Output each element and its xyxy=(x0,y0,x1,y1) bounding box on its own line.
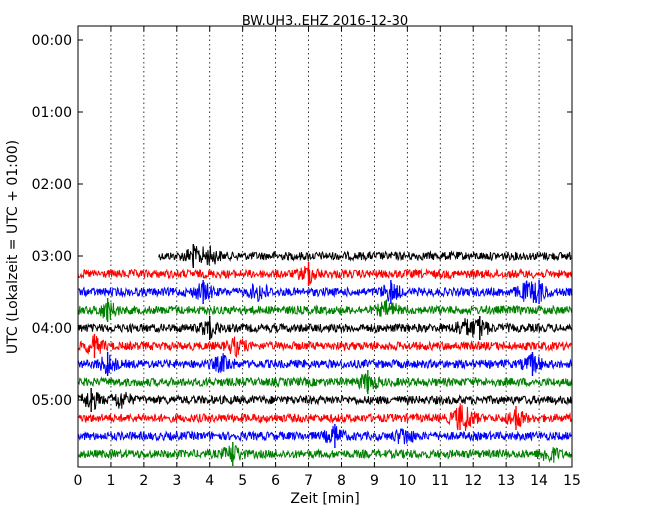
x-tick-label: 2 xyxy=(139,473,148,489)
y-tick-label: 05:00 xyxy=(32,393,72,409)
x-axis-title: Zeit [min] xyxy=(290,491,359,507)
y-tick-label: 04:00 xyxy=(32,321,72,337)
y-tick-label: 02:00 xyxy=(32,177,72,193)
x-tick-label: 12 xyxy=(464,473,482,489)
trace-4-00 xyxy=(77,317,573,340)
y-tick-label: 01:00 xyxy=(32,105,72,121)
trace-4-50 xyxy=(77,353,573,375)
trace-4-75 xyxy=(77,373,573,393)
trace-4-25 xyxy=(77,335,573,358)
x-tick-label: 13 xyxy=(497,473,515,489)
x-tick-label: 1 xyxy=(106,473,115,489)
x-tick-label: 0 xyxy=(74,473,83,489)
trace-group xyxy=(77,244,573,466)
trace-3-50 xyxy=(77,280,573,304)
trace-5-50 xyxy=(77,425,573,445)
y-axis-title: UTC (Lokalzeit = UTC + 01:00) xyxy=(5,140,21,354)
x-tick-label: 3 xyxy=(172,473,181,489)
x-tick-label: 9 xyxy=(370,473,379,489)
chart-title: BW.UH3..EHZ 2016-12-30 xyxy=(242,14,408,29)
trace-3-25 xyxy=(77,266,573,286)
trace-5-75 xyxy=(77,444,573,463)
x-tick-label: 15 xyxy=(563,473,581,489)
x-tick-label: 4 xyxy=(205,473,214,489)
x-tick-label: 6 xyxy=(271,473,280,489)
trace-5-25 xyxy=(77,403,573,432)
x-tick-label: 11 xyxy=(431,473,449,489)
y-axis: 00:00 01:00 02:00 03:00 04:00 05:00 xyxy=(32,33,572,409)
x-tick-label: 10 xyxy=(398,473,416,489)
x-tick-label: 14 xyxy=(530,473,548,489)
trace-3-75 xyxy=(77,299,573,321)
trace-5-00 xyxy=(77,391,573,411)
plot-frame xyxy=(77,25,573,468)
y-tick-label: 03:00 xyxy=(32,249,72,265)
x-tick-label: 8 xyxy=(337,473,346,489)
y-tick-label: 00:00 xyxy=(32,33,72,49)
x-grid xyxy=(110,26,540,467)
trace-3-00 xyxy=(158,245,572,266)
x-axis: 0 1 2 3 4 5 6 7 8 9 10 11 12 13 14 15 xyxy=(74,26,581,489)
x-tick-label: 5 xyxy=(238,473,247,489)
x-tick-label: 7 xyxy=(304,473,313,489)
